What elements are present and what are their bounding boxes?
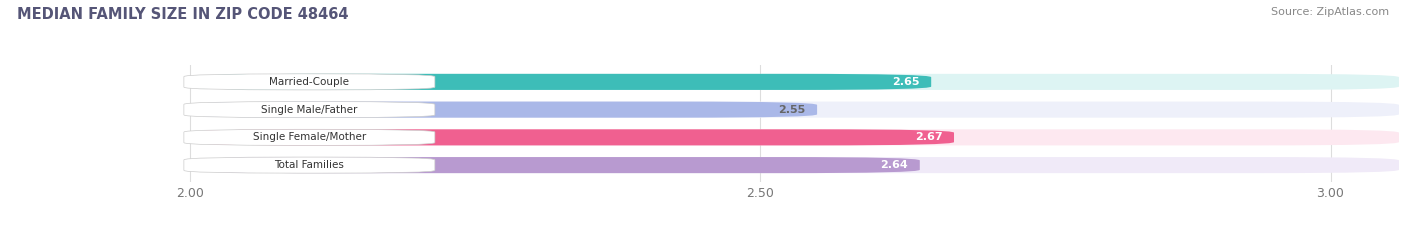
- FancyBboxPatch shape: [184, 102, 434, 118]
- Text: 2.67: 2.67: [915, 132, 942, 142]
- Text: Single Female/Mother: Single Female/Mother: [253, 132, 366, 142]
- FancyBboxPatch shape: [190, 129, 1399, 145]
- FancyBboxPatch shape: [184, 157, 434, 173]
- FancyBboxPatch shape: [190, 74, 931, 90]
- Text: MEDIAN FAMILY SIZE IN ZIP CODE 48464: MEDIAN FAMILY SIZE IN ZIP CODE 48464: [17, 7, 349, 22]
- Text: Single Male/Father: Single Male/Father: [262, 105, 357, 115]
- Text: Total Families: Total Families: [274, 160, 344, 170]
- FancyBboxPatch shape: [190, 102, 1399, 118]
- FancyBboxPatch shape: [190, 102, 817, 118]
- FancyBboxPatch shape: [184, 74, 434, 90]
- FancyBboxPatch shape: [190, 157, 920, 173]
- Text: 2.64: 2.64: [880, 160, 908, 170]
- Text: 2.55: 2.55: [779, 105, 806, 115]
- Text: Source: ZipAtlas.com: Source: ZipAtlas.com: [1271, 7, 1389, 17]
- FancyBboxPatch shape: [190, 157, 1399, 173]
- FancyBboxPatch shape: [190, 129, 955, 145]
- Text: Married-Couple: Married-Couple: [270, 77, 349, 87]
- Text: 2.65: 2.65: [893, 77, 920, 87]
- FancyBboxPatch shape: [190, 74, 1399, 90]
- FancyBboxPatch shape: [184, 129, 434, 145]
